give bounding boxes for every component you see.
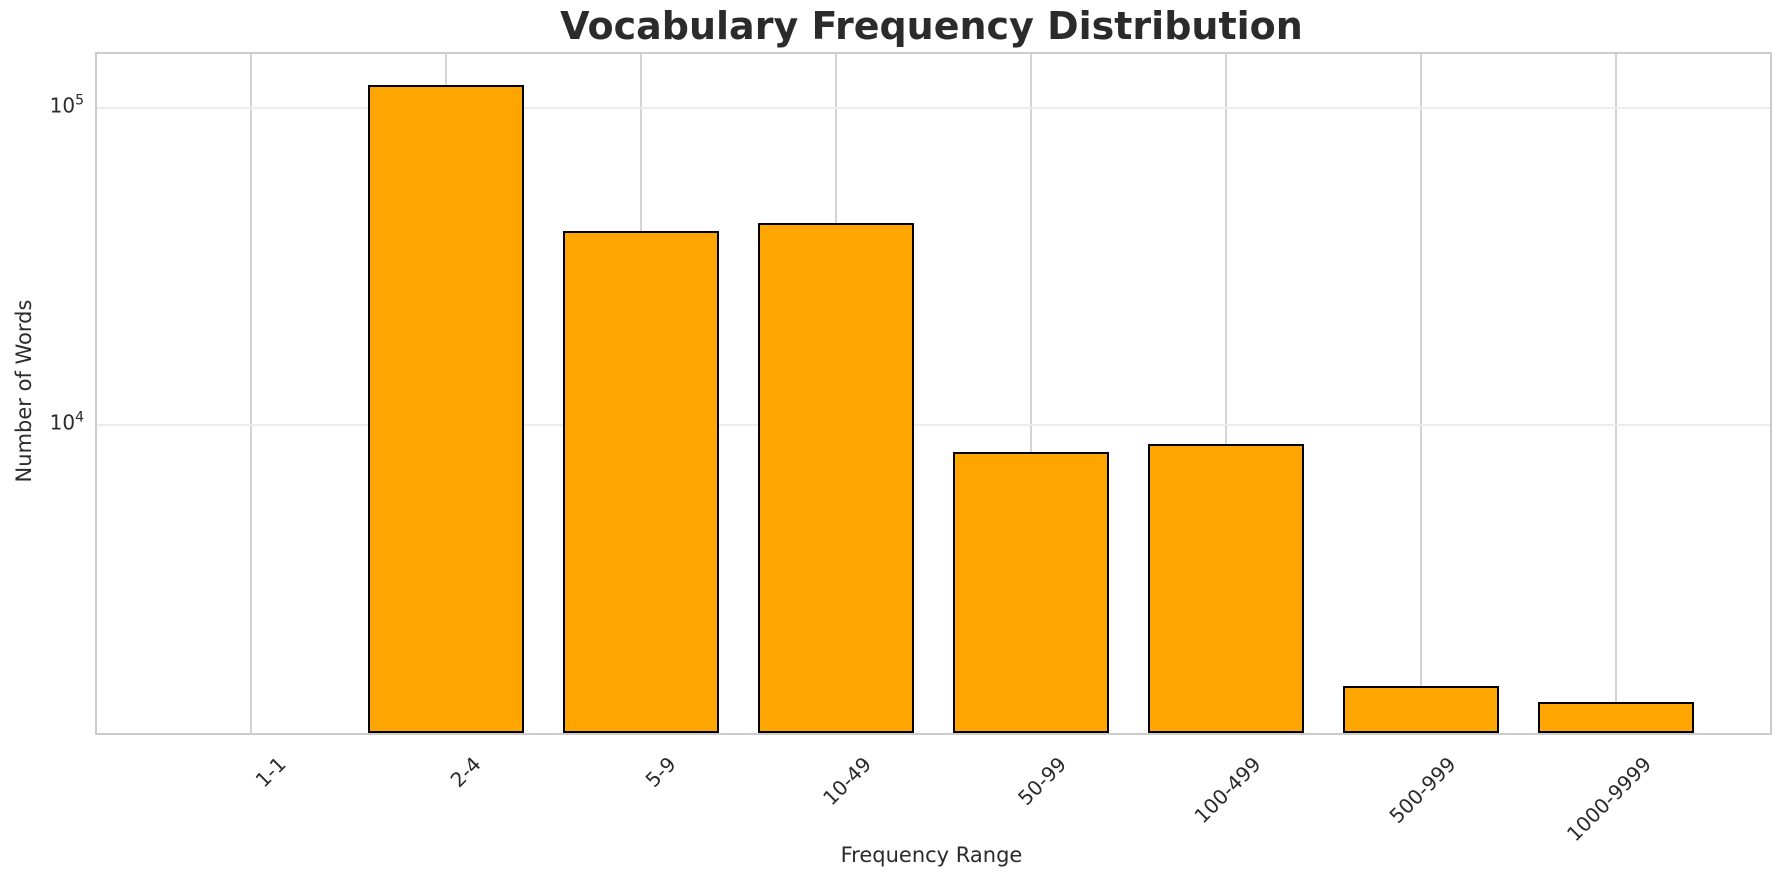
grid-line-vertical <box>250 54 253 733</box>
y-axis-tick-label: 104 <box>49 409 84 435</box>
grid-line-horizontal <box>97 107 1770 110</box>
x-axis-tick-label: 5-9 <box>640 752 682 793</box>
plot-area <box>95 52 1772 735</box>
bar-1000-9999 <box>1537 702 1694 733</box>
bar-100-499 <box>1147 444 1304 733</box>
grid-line-vertical <box>1224 54 1227 733</box>
x-axis-tick-label: 2-4 <box>445 752 487 793</box>
grid-line-vertical <box>1029 54 1032 733</box>
x-axis-tick-label: 1000-9999 <box>1561 752 1656 847</box>
grid-line-vertical <box>1614 54 1617 733</box>
grid-line-horizontal <box>97 424 1770 427</box>
x-axis-tick-label: 10-49 <box>817 752 876 811</box>
x-axis-tick-label: 1-1 <box>250 752 292 793</box>
bar-2-4 <box>368 85 525 733</box>
x-axis-tick-label: 500-999 <box>1384 752 1461 829</box>
x-axis-tick-label: 50-99 <box>1012 752 1071 811</box>
bar-500-999 <box>1342 685 1499 733</box>
bar-5-9 <box>563 230 719 733</box>
bar-10-49 <box>758 222 914 733</box>
bar-50-99 <box>952 452 1109 733</box>
x-axis-label: Frequency Range <box>840 843 1023 867</box>
x-axis-tick-label: 100-499 <box>1189 752 1266 829</box>
y-axis-label: Number of Words <box>12 299 36 483</box>
y-axis-tick-label: 105 <box>49 93 84 118</box>
grid-line-vertical <box>1419 54 1422 733</box>
chart-title: Vocabulary Frequency Distribution <box>560 4 1303 48</box>
